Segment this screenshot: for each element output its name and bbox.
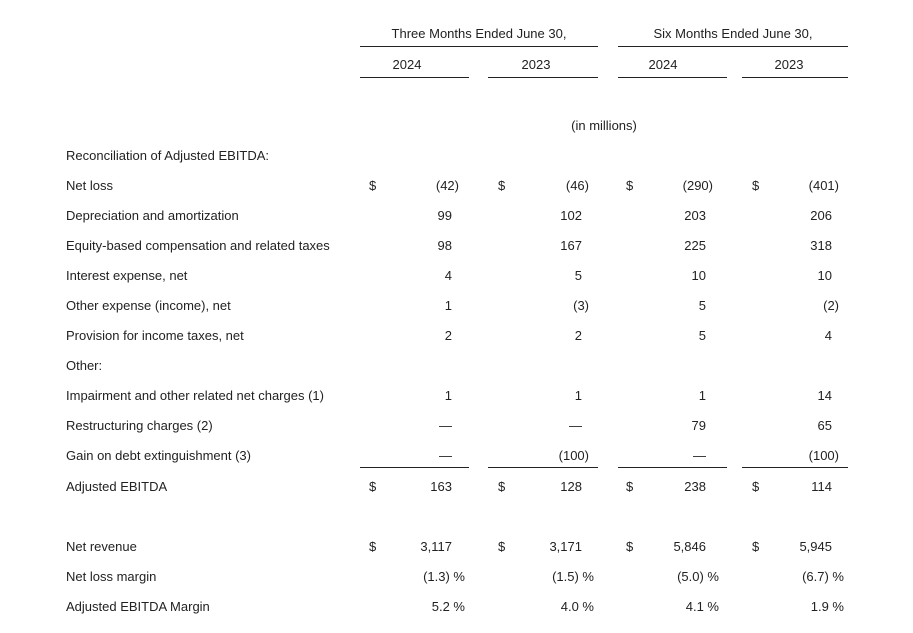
cell-value: 1.9 % [810,599,844,614]
cell-value: 5 [574,268,582,283]
row-label: Other: [66,358,103,373]
cell-value: (6.7) % [802,569,844,584]
currency-sign: $ [369,178,377,193]
total-rule [488,467,598,468]
currency-sign: $ [369,539,377,554]
cell-value: 128 [560,479,582,494]
cell-value: 1 [574,388,582,403]
row-label: Impairment and other related net charges… [66,388,324,403]
row-label: Net loss [66,178,113,193]
total-rule [742,467,848,468]
year-header: 2023 [521,57,551,72]
cell-value: 163 [430,479,452,494]
cell-value: 5,945 [799,539,832,554]
cell-value: (2) [823,298,839,313]
year-header: 2023 [774,57,804,72]
currency-sign: $ [498,178,506,193]
cell-value: (1.3) % [423,569,465,584]
row-label: Net loss margin [66,569,157,584]
currency-sign: $ [752,479,760,494]
cell-value: 225 [684,238,706,253]
total-rule [360,467,469,468]
year-rule [488,77,598,78]
year-header: 2024 [392,57,422,72]
currency-sign: $ [369,479,377,494]
cell-value: 98 [437,238,452,253]
cell-value: 318 [810,238,832,253]
group-rule [360,46,598,47]
cell-value: 203 [684,208,706,223]
cell-value: (5.0) % [677,569,719,584]
cell-value: 1 [444,298,452,313]
cell-value: (401) [808,178,839,193]
cell-value: — [693,448,706,463]
year-rule [360,77,469,78]
cell-value: 2 [574,328,582,343]
cell-value: (100) [808,448,839,463]
row-label: Net revenue [66,539,137,554]
cell-value: 2 [444,328,452,343]
row-label: Equity-based compensation and related ta… [66,238,330,253]
currency-sign: $ [498,539,506,554]
group-header: Three Months Ended June 30, [391,26,567,41]
row-label: Adjusted EBITDA [66,479,168,494]
cell-value: (290) [682,178,713,193]
cell-value: (46) [565,178,589,193]
cell-value: 3,117 [420,539,452,554]
year-rule [742,77,848,78]
year-header: 2024 [648,57,678,72]
cell-value: (100) [558,448,589,463]
cell-value: 4 [444,268,452,283]
total-rule [618,467,727,468]
cell-value: 14 [817,388,832,403]
cell-value: 4.1 % [685,599,719,614]
cell-value: 1 [444,388,452,403]
cell-value: 114 [811,479,832,494]
cell-value: 206 [810,208,832,223]
cell-value: (42) [435,178,459,193]
currency-sign: $ [752,539,760,554]
cell-value: 167 [560,238,582,253]
row-label: Adjusted EBITDA Margin [66,599,210,614]
year-rule [618,77,727,78]
row-label: Gain on debt extinguishment (3) [66,448,251,463]
row-label: Depreciation and amortization [66,208,239,223]
row-label: Interest expense, net [66,268,188,283]
group-rule [618,46,848,47]
cell-value: 5.2 % [431,599,465,614]
cell-value: 99 [437,208,452,223]
cell-value: 238 [684,479,706,494]
currency-sign: $ [752,178,760,193]
cell-value: — [439,448,452,463]
cell-value: 5 [698,328,706,343]
currency-sign: $ [626,178,634,193]
row-label: Restructuring charges (2) [66,418,213,433]
cell-value: 4.0 % [560,599,594,614]
cell-value: 5 [698,298,706,313]
currency-sign: $ [626,479,634,494]
section-label: Reconciliation of Adjusted EBITDA: [66,148,270,163]
row-label: Provision for income taxes, net [66,328,244,343]
cell-value: — [569,418,582,433]
cell-value: 3,171 [549,539,582,554]
currency-sign: $ [498,479,506,494]
cell-value: 79 [691,418,706,433]
cell-value: 5,846 [673,539,706,554]
row-label: Other expense (income), net [66,298,231,313]
cell-value: 10 [691,268,706,283]
cell-value: 10 [817,268,832,283]
group-header: Six Months Ended June 30, [653,26,813,41]
cell-value: 65 [817,418,832,433]
cell-value: (1.5) % [552,569,594,584]
currency-sign: $ [626,539,634,554]
unit-note: (in millions) [571,118,637,133]
cell-value: — [439,418,452,433]
cell-value: 4 [824,328,832,343]
cell-value: (3) [573,298,589,313]
cell-value: 102 [560,208,582,223]
cell-value: 1 [698,388,706,403]
